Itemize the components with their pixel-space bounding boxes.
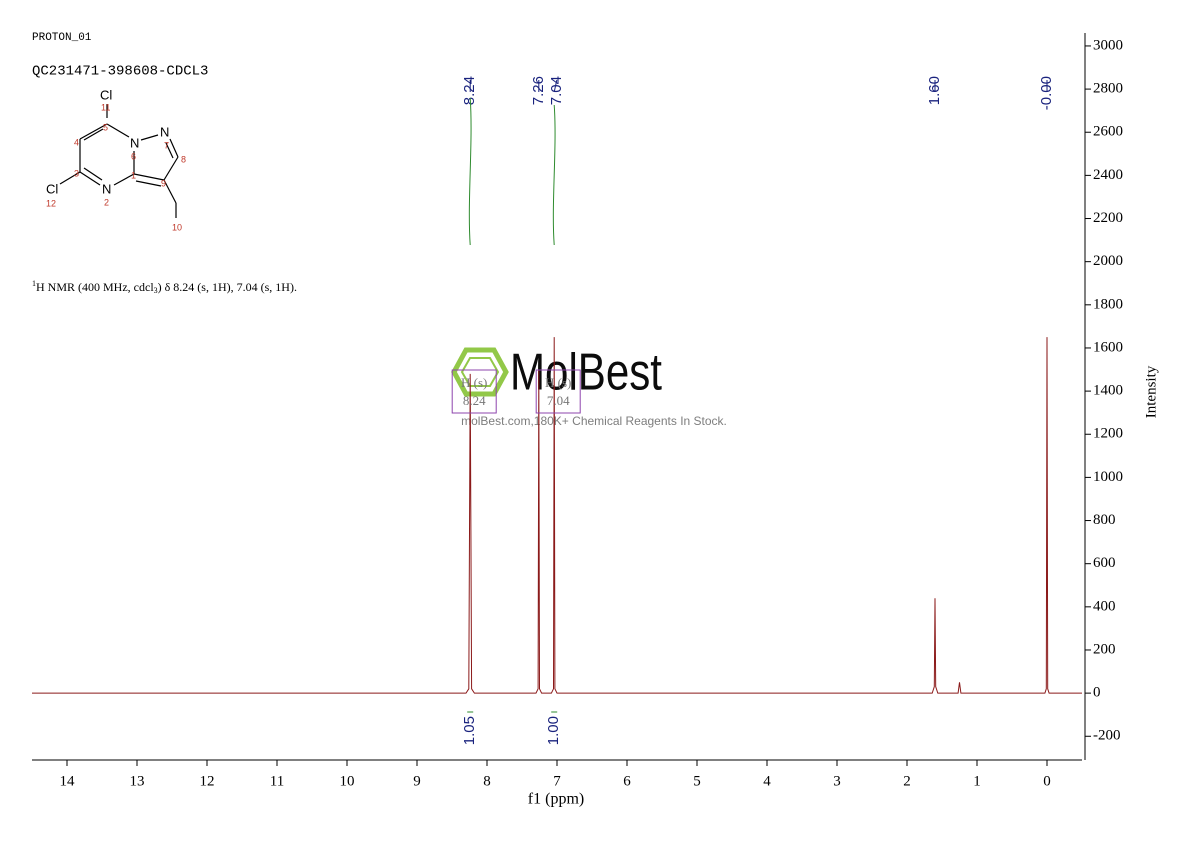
x-tick-label: 0	[1043, 773, 1051, 789]
atom: N	[160, 124, 169, 139]
atom-number: 2	[104, 197, 109, 207]
x-tick-label: 2	[903, 773, 911, 789]
description-part: 3	[154, 286, 158, 295]
x-tick-label: 7	[553, 773, 561, 789]
description-part: ) δ 8.24 (s, 1H), 7.04 (s, 1H).	[158, 280, 297, 294]
description-part: H NMR (400 MHz, cdcl	[36, 280, 154, 294]
atom: N	[102, 181, 111, 196]
integral-label: 1.00	[545, 716, 562, 745]
x-tick-label: 8	[483, 773, 491, 789]
y-axis-label: Intensity	[1143, 365, 1159, 418]
atom-number: 1	[131, 170, 136, 180]
multiplet-shift: 8.24	[463, 393, 486, 408]
atom: Cl	[100, 87, 112, 102]
molecule: Cl N N N Cl 11 5 4 6 7 8 3 1 9 12 2 10	[46, 87, 186, 232]
y-tick-label: -200	[1093, 728, 1121, 744]
y-tick-label: 1800	[1093, 296, 1123, 312]
atom-number: 9	[161, 178, 166, 188]
y-tick-label: 400	[1093, 598, 1116, 614]
integral-curve	[468, 97, 472, 246]
multiplet-label: H (s)	[545, 375, 571, 390]
atom-number: 5	[103, 122, 108, 132]
atom-number: 7	[164, 140, 169, 150]
peak-label: 8.24	[461, 76, 478, 105]
x-tick-label: 13	[130, 773, 145, 789]
watermark-slogan: molBest.com,180K+ Chemical Reagents In S…	[461, 414, 727, 428]
atom-number: 11	[101, 102, 110, 112]
x-tick-label: 10	[340, 773, 355, 789]
peak-label: 7.04	[548, 76, 565, 105]
x-tick-label: 5	[693, 773, 701, 789]
x-tick-label: 9	[413, 773, 421, 789]
atom-number: 10	[172, 222, 182, 232]
atom-number: 12	[46, 198, 56, 208]
atom-number: 6	[131, 151, 136, 161]
multiplet-box	[535, 369, 581, 414]
integral-curve	[552, 104, 556, 246]
atom-number: 8	[181, 154, 186, 164]
y-tick-label: 600	[1093, 555, 1116, 571]
atom: N	[130, 135, 139, 150]
x-tick-label: 14	[60, 773, 76, 789]
y-tick-label: 1200	[1093, 426, 1123, 442]
description-part: 1	[32, 279, 36, 288]
y-tick-label: 1600	[1093, 339, 1123, 355]
x-tick-label: 6	[623, 773, 631, 789]
y-tick-label: 3000	[1093, 37, 1123, 53]
y-tick-label: 2800	[1093, 81, 1123, 97]
y-tick-label: 2000	[1093, 253, 1123, 269]
integral-label: 1.05	[461, 716, 478, 745]
y-tick-label: 2200	[1093, 210, 1123, 226]
x-axis-label: f1 (ppm)	[528, 791, 584, 808]
x-tick-label: 12	[200, 773, 215, 789]
y-tick-label: 0	[1093, 685, 1101, 701]
experiment: PROTON_01	[32, 32, 92, 44]
multiplet-shift: 7.04	[547, 393, 570, 408]
description: 1H NMR (400 MHz, cdcl3) δ 8.24 (s, 1H), …	[32, 279, 297, 295]
x-tick-label: 11	[270, 773, 284, 789]
y-tick-label: 800	[1093, 512, 1116, 528]
watermark: MolBest molBest.com,180K+ Chemical Reage…	[451, 344, 727, 428]
y-tick-label: 200	[1093, 641, 1116, 657]
atom-number: 3	[74, 168, 79, 178]
spectrum	[32, 337, 1082, 694]
atom: Cl	[46, 181, 58, 196]
watermark-brand: MolBest	[510, 344, 662, 402]
y-tick-label: 2400	[1093, 167, 1123, 183]
x-tick-label: 3	[833, 773, 841, 789]
peak-label-leader	[553, 79, 558, 93]
x-tick-label: 4	[763, 773, 771, 789]
multiplet-box	[451, 369, 497, 414]
sample: QC231471-398608-CDCL3	[32, 64, 208, 80]
peak-label: 1.60	[926, 76, 943, 105]
y-tick-label: 2600	[1093, 124, 1123, 140]
y-tick-label: 1400	[1093, 383, 1123, 399]
y-tick-label: 1000	[1093, 469, 1123, 485]
peak-label: 7.26	[530, 76, 547, 105]
peak-label: -0.00	[1038, 76, 1055, 110]
atom-number: 4	[74, 137, 79, 147]
x-tick-label: 1	[973, 773, 981, 789]
multiplet-label: H (s)	[461, 375, 487, 390]
